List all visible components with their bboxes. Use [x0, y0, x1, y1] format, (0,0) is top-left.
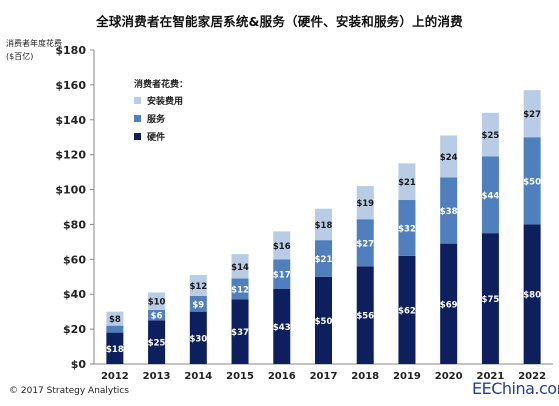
bar-segment	[523, 137, 541, 225]
x-tick-label: 2015	[226, 371, 254, 382]
y-tick-label: $140	[55, 114, 86, 127]
legend-title: 消费者花费：	[134, 78, 188, 90]
bar-segment	[273, 231, 291, 260]
bar-segment	[148, 292, 166, 310]
y-tick-label: $180	[55, 44, 86, 57]
bar-segment	[315, 276, 332, 364]
bar-segment	[106, 311, 124, 326]
data-label: $56	[356, 312, 374, 322]
legend-swatch	[134, 133, 141, 140]
x-tick-label: 2021	[476, 371, 504, 382]
bar-segment	[398, 163, 416, 201]
legend-label: 硬件	[147, 131, 165, 143]
data-label: $25	[482, 131, 500, 141]
x-tick-label: 2016	[268, 371, 296, 382]
bar-segment	[231, 278, 249, 300]
bar-segment	[481, 156, 499, 234]
bar-segment	[356, 186, 374, 220]
bar-segment	[106, 332, 124, 364]
bar-segment	[440, 177, 458, 244]
bar-segment	[356, 266, 374, 364]
x-tick-label: 2012	[101, 371, 129, 382]
bar-segment	[273, 259, 291, 289]
y-tick-label: $60	[63, 253, 86, 266]
x-tick-label: 2019	[393, 371, 421, 382]
y-tick-label: $100	[55, 184, 86, 197]
copyright-note: © 2017 Strategy Analytics	[9, 386, 129, 396]
x-tick-label: 2022	[518, 371, 546, 382]
y-tick-label: $0	[71, 358, 87, 371]
bar-segment	[356, 219, 374, 267]
data-label: $21	[315, 255, 333, 265]
data-label: $30	[189, 334, 207, 344]
bar-segment	[148, 320, 166, 364]
data-label: $12	[189, 282, 207, 292]
data-label: $43	[273, 323, 291, 333]
x-tick-label: 2018	[351, 371, 379, 382]
watermark: EEChina.com	[472, 379, 559, 398]
bar-segment	[440, 243, 458, 364]
legend-label: 服务	[147, 113, 166, 125]
legend-label: 安装费用	[147, 95, 183, 107]
x-tick-label: 2017	[310, 371, 338, 382]
bar-segment	[398, 200, 416, 256]
bar-segment	[106, 325, 124, 333]
bar-segment	[315, 240, 332, 277]
x-tick-label: 2013	[143, 371, 171, 382]
bar-segment	[189, 275, 207, 296]
bar-segment	[231, 254, 249, 279]
bar-segment	[273, 288, 291, 364]
y-tick-label: $80	[63, 218, 86, 231]
data-label: $14	[231, 263, 249, 273]
bar-segment	[315, 208, 332, 241]
data-label: $50	[315, 317, 333, 327]
data-label: $69	[440, 300, 458, 310]
bar-segment	[523, 90, 541, 138]
data-label: $17	[273, 271, 291, 281]
legend-swatch	[134, 115, 141, 122]
data-label: $18	[106, 345, 124, 355]
y-tick-label: $160	[55, 79, 86, 92]
data-label: $80	[523, 291, 541, 301]
data-label: $8	[109, 315, 121, 325]
y-tick-label: $40	[63, 288, 86, 301]
data-label: $32	[398, 224, 416, 234]
data-label: $18	[315, 221, 333, 231]
data-label: $21	[398, 178, 416, 188]
bar-segment	[481, 233, 499, 364]
bar-segment	[189, 311, 207, 364]
x-tick-label: 2014	[184, 371, 212, 382]
data-label: $12	[231, 285, 249, 295]
bar-segment	[148, 309, 166, 321]
bar-segment	[481, 112, 499, 157]
y-axis-label: 消费者年度花费 ($百亿)	[6, 39, 62, 61]
bar-segment	[231, 299, 249, 364]
legend-swatch	[134, 97, 141, 104]
data-label: $62	[398, 306, 416, 316]
data-label: $27	[523, 110, 541, 120]
data-label: $19	[356, 199, 374, 209]
data-label: $16	[273, 242, 291, 252]
data-label: $50	[523, 177, 541, 187]
data-label: $37	[231, 328, 249, 338]
bar-segment	[398, 255, 416, 364]
data-label: $25	[148, 339, 166, 349]
data-label: $75	[482, 295, 500, 305]
data-label: $38	[440, 207, 458, 217]
data-label: $10	[148, 298, 166, 308]
data-label: $27	[356, 239, 374, 249]
bar-segment	[440, 135, 458, 178]
data-label: $9	[192, 300, 204, 310]
data-label: $6	[151, 312, 163, 322]
data-label: $44	[482, 191, 500, 201]
bar-segment	[189, 295, 207, 312]
chart-title: 全球消费者在智能家居系统&服务（硬件、安装和服务）上的消费	[96, 14, 463, 29]
y-tick-label: $120	[55, 149, 86, 162]
x-tick-label: 2020	[435, 371, 463, 382]
data-label: $24	[440, 153, 458, 163]
y-tick-label: $20	[63, 323, 86, 336]
bar-segment	[523, 224, 541, 364]
